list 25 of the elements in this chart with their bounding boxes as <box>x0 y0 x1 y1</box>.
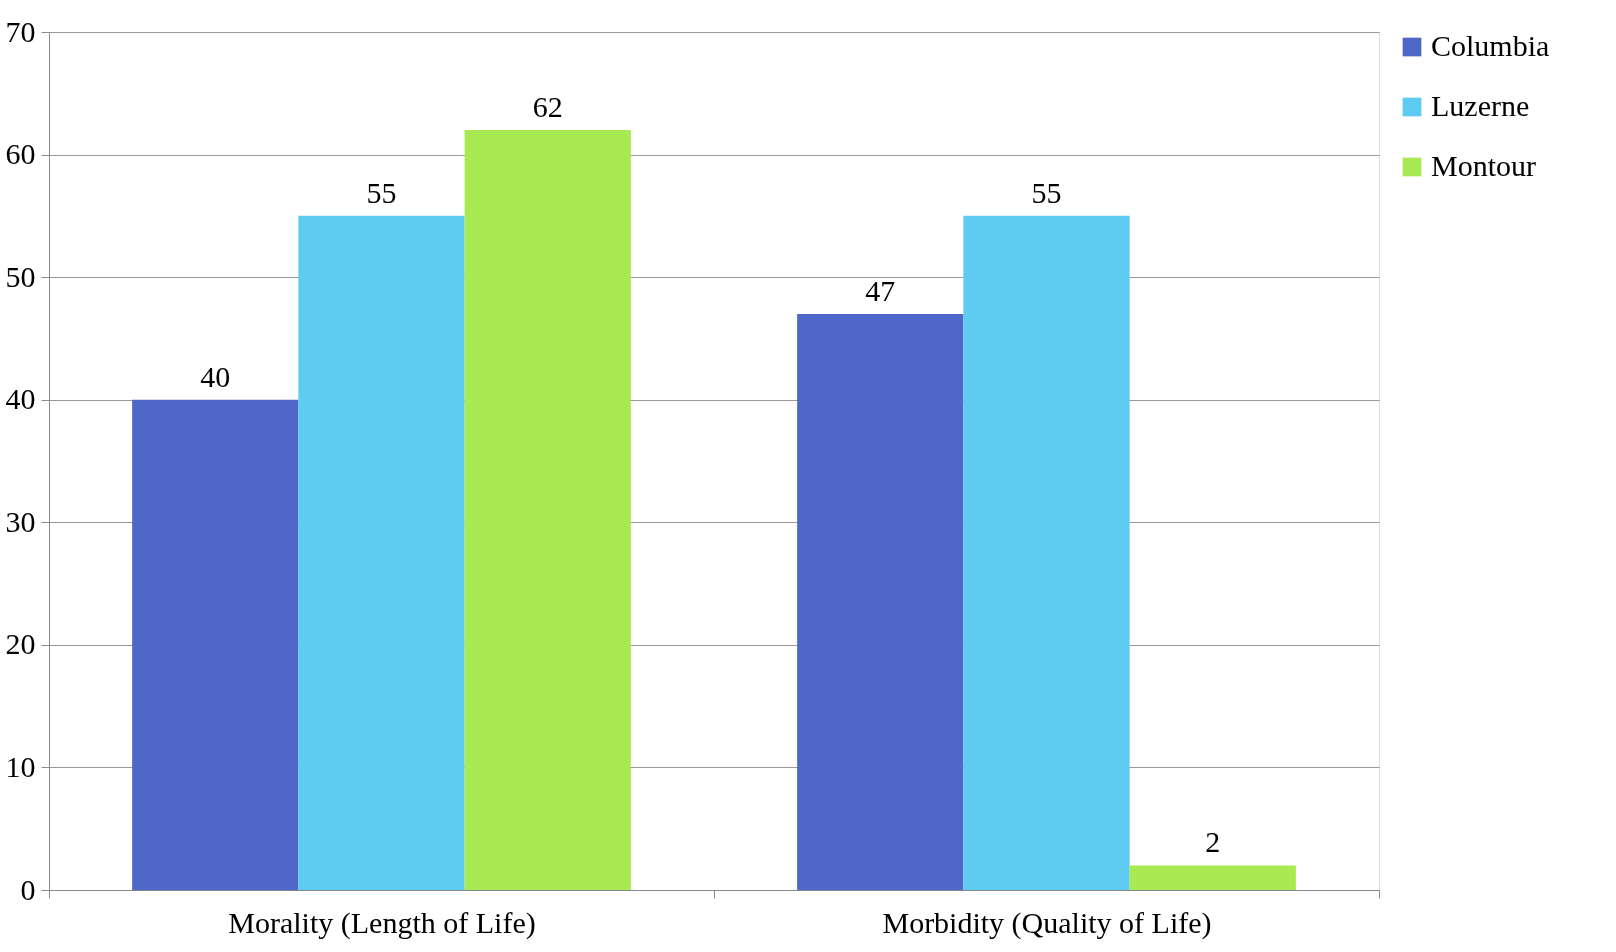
x-tick-label: Morality (Length of Life) <box>228 905 536 940</box>
y-tick-label: 10 <box>5 749 36 783</box>
y-tick-label: 20 <box>5 627 36 661</box>
legend-label: Montour <box>1431 149 1537 182</box>
legend-label: Columbia <box>1431 29 1550 62</box>
y-tick-label: 70 <box>5 14 36 48</box>
y-tick-label: 40 <box>5 382 36 416</box>
bar <box>1129 865 1296 890</box>
data-label: 47 <box>865 273 896 307</box>
y-tick-label: 60 <box>5 137 36 171</box>
y-tick-label: 50 <box>5 259 36 293</box>
y-tick-label: 30 <box>5 504 36 538</box>
bar <box>298 215 465 890</box>
data-label: 40 <box>200 359 231 393</box>
bar <box>464 130 631 890</box>
data-label: 55 <box>1031 175 1062 209</box>
data-label: 55 <box>366 175 397 209</box>
data-label: 62 <box>532 90 563 124</box>
y-tick-label: 0 <box>20 872 36 906</box>
bar <box>963 215 1130 890</box>
bar <box>797 313 964 890</box>
x-tick-label: Morbidity (Quality of Life) <box>882 905 1212 940</box>
legend-label: Luzerne <box>1431 89 1530 122</box>
data-label: 2 <box>1205 825 1221 859</box>
bar <box>132 399 299 890</box>
